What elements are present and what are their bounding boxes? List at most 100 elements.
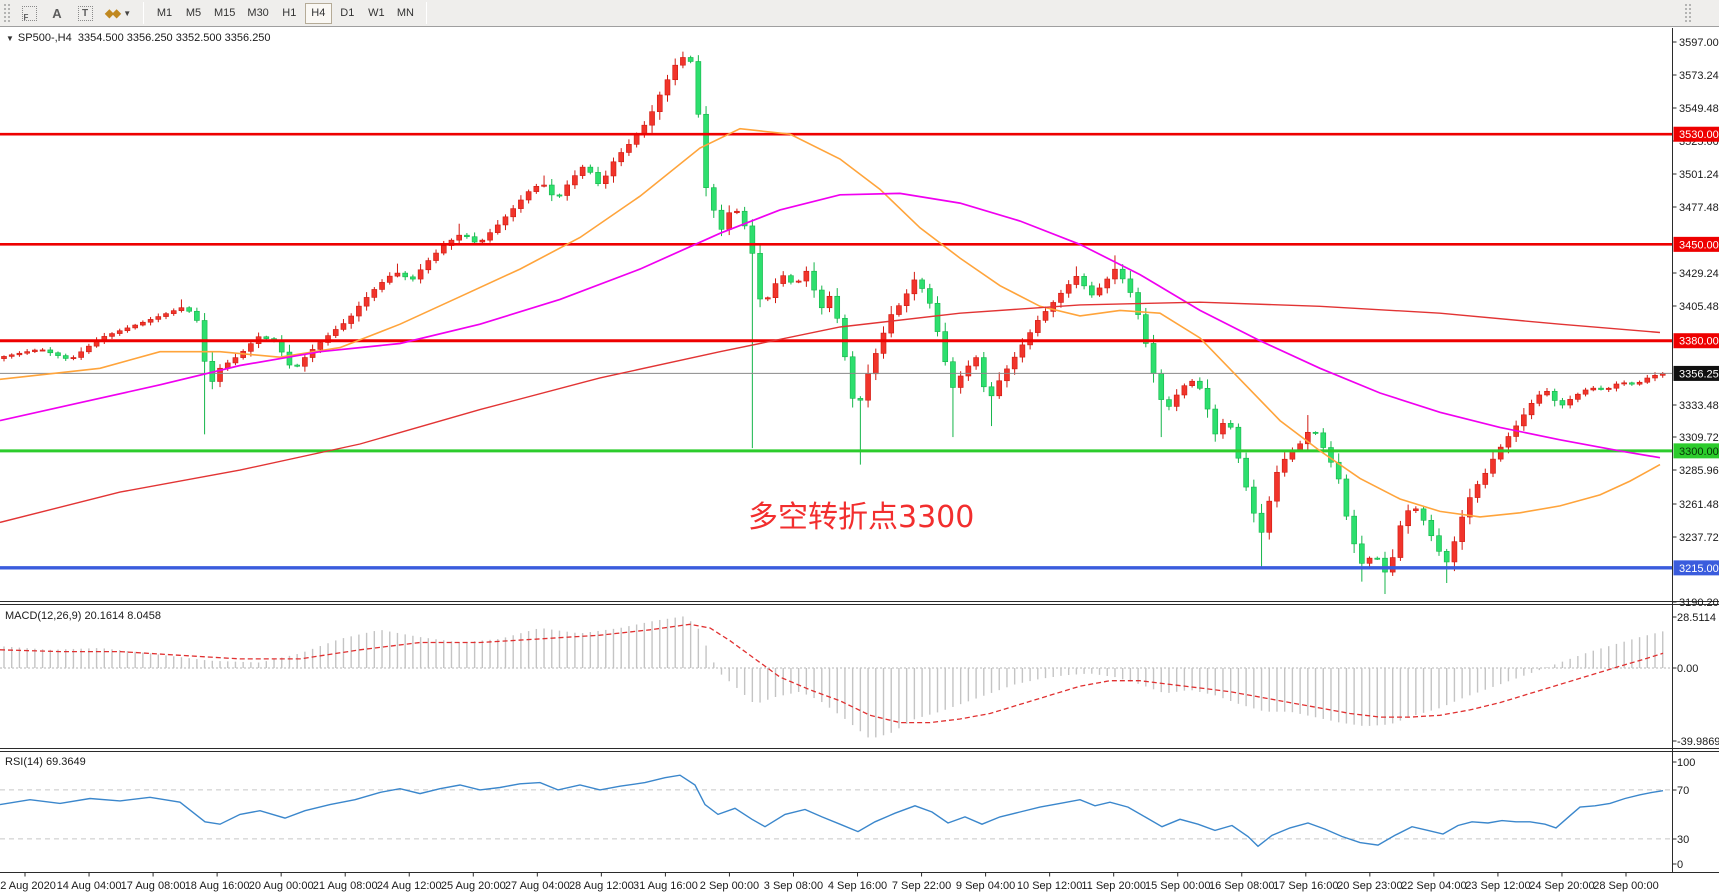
current-price-badge: 3356.250 [1673, 365, 1719, 381]
svg-text:3300.000: 3300.000 [1679, 446, 1719, 458]
date-tick-label: 24 Sep 20:00 [1529, 880, 1594, 892]
date-axis[interactable]: 12 Aug 2020 14 Aug 04:00 17 Aug 08:00 18 Au… [0, 872, 1659, 893]
price-tick: 3549.480 [1679, 103, 1719, 115]
price-tick: 3309.720 [1679, 432, 1719, 444]
ma-fast-orange [0, 127, 1661, 518]
date-tick-label: 3 Sep 08:00 [764, 880, 823, 892]
price-tick: 3597.000 [1679, 37, 1719, 49]
price-badge-3450: 3450.000 [1673, 236, 1719, 252]
date-tick-label: 21 Aug 08:00 [313, 880, 378, 892]
date-tick-label: 12 Aug 2020 [0, 880, 56, 892]
svg-text:3380.000: 3380.000 [1679, 336, 1719, 348]
collapse-arrow-icon[interactable]: ▼ [6, 34, 14, 43]
text-frame-tool[interactable]: T [71, 2, 99, 25]
symbol-ohlc-line[interactable]: ▼ SP500-,H4 3354.500 3356.250 3352.500 33… [6, 32, 271, 44]
ma-slow-red [0, 301, 1661, 524]
toolbar-drag-handle[interactable] [3, 3, 12, 23]
macd-tick: 28.5114 [1677, 612, 1716, 624]
date-tick-label: 20 Aug 00:00 [249, 880, 314, 892]
date-tick-label: 20 Sep 23:00 [1337, 880, 1402, 892]
price-badge-3380: 3380.000 [1673, 333, 1719, 349]
price-badge-3300: 3300.000 [1673, 443, 1719, 459]
price-badge-3215: 3215.000 [1673, 560, 1719, 576]
candlestick-series [1, 51, 1666, 595]
date-tick-label: 31 Aug 16:00 [633, 880, 698, 892]
rsi-indicator-label: RSI(14) 69.3649 [5, 756, 86, 768]
price-tick: 3429.240 [1679, 268, 1719, 280]
rsi-tick: 100 [1677, 757, 1695, 769]
timeframe-button-h4[interactable]: H4 [304, 2, 332, 24]
macd-tick: 0.00 [1677, 663, 1698, 675]
date-tick-label: 11 Sep 20:00 [1081, 880, 1146, 892]
date-tick-label: 17 Aug 08:00 [121, 880, 186, 892]
date-tick-label: 28 Sep 00:00 [1593, 880, 1658, 892]
date-tick-label: 25 Aug 20:00 [441, 880, 506, 892]
date-tick-label: 17 Sep 16:00 [1273, 880, 1338, 892]
macd-panel[interactable] [0, 616, 1673, 738]
timeframe-button-m5[interactable]: M5 [185, 7, 202, 19]
timeframe-button-m30[interactable]: M30 [247, 7, 269, 19]
price-tick: 3501.240 [1679, 169, 1719, 181]
date-tick-label: 24 Aug 12:00 [377, 880, 442, 892]
date-tick-label: 22 Sep 04:00 [1401, 880, 1466, 892]
price-axis[interactable]: 3597.0003573.2403549.4803525.0003501.240… [1672, 37, 1719, 871]
price-tick: 3237.720 [1679, 532, 1719, 544]
arrow-style-tool[interactable]: ◆◆ ▼ [99, 2, 137, 25]
rsi-panel[interactable] [0, 774, 1673, 848]
price-tick: 3477.480 [1679, 202, 1719, 214]
symbol-name: SP500-,H4 [17, 32, 72, 44]
price-tick: 3285.960 [1679, 465, 1719, 477]
toolbar-separator [143, 2, 144, 24]
price-badge-3530: 3530.000 [1673, 126, 1719, 142]
date-tick-label: 28 Aug 12:00 [569, 880, 634, 892]
date-tick-label: 2 Sep 00:00 [700, 880, 759, 892]
toolbar-drag-handle-right[interactable] [1684, 3, 1693, 23]
rsi-tick: 30 [1677, 834, 1689, 846]
drawing-tools-group: F A T ◆◆ ▼ [15, 2, 137, 25]
macd-indicator-label: MACD(12,26,9) 20.1614 8.0458 [5, 610, 161, 622]
timeframe-button-h1[interactable]: H1 [282, 7, 297, 19]
price-tick: 3573.240 [1679, 70, 1719, 82]
date-tick-label: 16 Sep 08:00 [1209, 880, 1274, 892]
svg-text:3450.000: 3450.000 [1679, 239, 1719, 251]
macd-tick: -39.9869 [1677, 736, 1719, 748]
timeframe-button-mn[interactable]: MN [396, 7, 414, 19]
svg-text:3356.250: 3356.250 [1679, 368, 1719, 380]
object-grid-tool-icon: F [21, 5, 37, 22]
timeframe-button-w1[interactable]: W1 [368, 7, 385, 19]
chart-annotation-text[interactable]: 多空转折点3300 [748, 500, 974, 535]
main-price-panel[interactable] [0, 51, 1673, 595]
text-frame-tool-icon: T [77, 5, 93, 21]
arrows-icon: ◆◆ [104, 6, 122, 20]
rsi-line [0, 774, 1664, 848]
rsi-tick: 70 [1677, 785, 1689, 797]
date-tick-label: 27 Aug 04:00 [505, 880, 570, 892]
toolbar: F A T ◆◆ ▼ M1 M5 M15 M30 H1 H4 D1 W1 MN [0, 0, 1719, 27]
date-tick-label: 23 Sep 12:00 [1465, 880, 1530, 892]
text-label-tool[interactable]: A [52, 5, 62, 21]
date-tick-label: 15 Sep 00:00 [1145, 880, 1210, 892]
date-tick-label: 9 Sep 04:00 [956, 880, 1015, 892]
macd-signal-line [0, 623, 1664, 724]
ma-mid-magenta [0, 192, 1661, 459]
timeframe-button-m1[interactable]: M1 [156, 7, 173, 19]
macd-histogram [3, 616, 1664, 738]
date-tick-label: 7 Sep 22:00 [892, 880, 951, 892]
object-grid-tool[interactable]: F [15, 2, 43, 25]
svg-text:3530.000: 3530.000 [1679, 129, 1719, 141]
price-tick: 3190.200 [1679, 597, 1719, 609]
date-tick-label: 4 Sep 16:00 [828, 880, 887, 892]
toolbar-separator-2 [425, 2, 427, 24]
price-tick: 3405.480 [1679, 301, 1719, 313]
chevron-down-icon[interactable]: ▼ [123, 8, 132, 18]
date-tick-label: 18 Aug 16:00 [185, 880, 250, 892]
ohlc-values: 3354.500 3356.250 3352.500 3356.250 [77, 32, 271, 44]
price-tick: 3333.480 [1679, 400, 1719, 412]
rsi-tick: 0 [1677, 859, 1683, 871]
timeframe-button-m15[interactable]: M15 [214, 7, 236, 19]
svg-text:3215.000: 3215.000 [1679, 563, 1719, 575]
timeframe-button-d1[interactable]: D1 [340, 7, 355, 19]
date-tick-label: 10 Sep 12:00 [1017, 880, 1082, 892]
